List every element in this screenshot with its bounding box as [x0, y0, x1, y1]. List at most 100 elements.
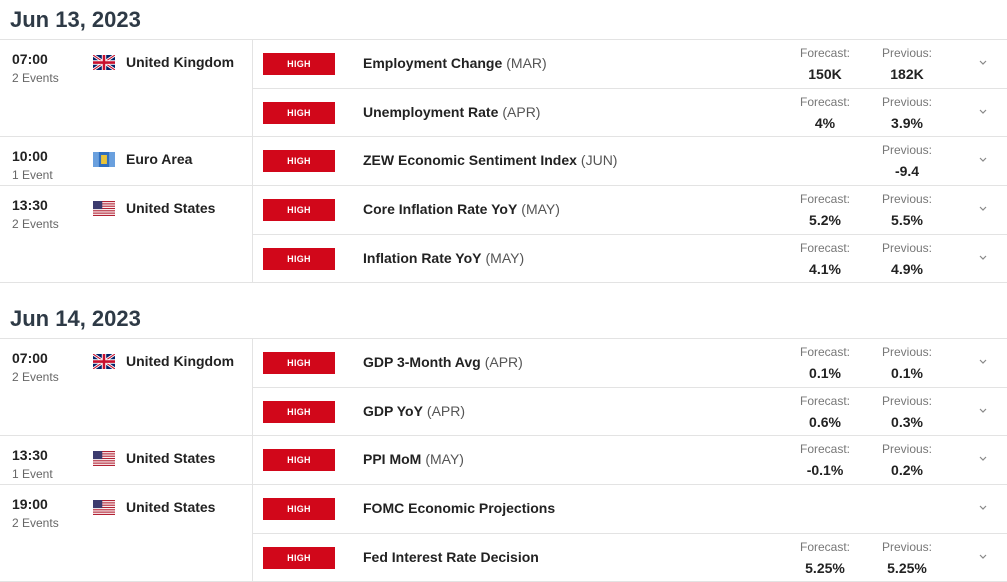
- previous-value: 3.9%: [891, 115, 923, 131]
- event-count: 2 Events: [12, 217, 59, 231]
- event-title: Inflation Rate YoY (MAY): [363, 250, 524, 266]
- event-name: Core Inflation Rate YoY: [363, 201, 518, 217]
- event-name: PPI MoM: [363, 451, 422, 467]
- previous-label: Previous:: [881, 46, 933, 60]
- previous-label: Previous:: [881, 442, 933, 456]
- chevron-down-icon[interactable]: [977, 249, 989, 267]
- event-row[interactable]: HIGH GDP YoY (APR) Forecast: 0.6% Previous: 0.…: [253, 387, 1007, 435]
- uk-flag-icon: [92, 352, 116, 371]
- day-section: Jun 13, 2023 07:00 2 Events United Kingdom H…: [0, 0, 1007, 283]
- event-time: 19:00: [12, 496, 48, 512]
- event-row[interactable]: HIGH Inflation Rate YoY (MAY) Forecast: 4.1%…: [253, 234, 1007, 282]
- event-title: Employment Change (MAR): [363, 55, 547, 71]
- impact-badge: HIGH: [263, 498, 335, 520]
- previous-value: 182K: [890, 66, 924, 82]
- event-count: 1 Event: [12, 168, 53, 182]
- date-header: Jun 14, 2023: [0, 299, 1007, 339]
- event-title: FOMC Economic Projections: [363, 500, 555, 516]
- previous-column: Previous: 182K: [862, 45, 952, 83]
- impact-badge: HIGH: [263, 53, 335, 75]
- forecast-column: Forecast: 5.25%: [780, 539, 870, 577]
- event-time: 10:00: [12, 148, 48, 164]
- previous-column: Previous: 5.25%: [862, 539, 952, 577]
- chevron-down-icon[interactable]: [977, 548, 989, 566]
- chevron-down-icon[interactable]: [977, 353, 989, 371]
- chevron-down-icon[interactable]: [977, 499, 989, 517]
- previous-value: -9.4: [894, 163, 920, 179]
- event-row[interactable]: HIGH Employment Change (MAR) Forecast: 150K P…: [253, 40, 1007, 88]
- event-title: Unemployment Rate (APR): [363, 104, 540, 120]
- forecast-column: Forecast: 4%: [780, 94, 870, 132]
- impact-badge: HIGH: [263, 449, 335, 471]
- forecast-column: Forecast: 4.1%: [780, 240, 870, 278]
- forecast-column: Forecast: 0.1%: [780, 344, 870, 382]
- chevron-down-icon[interactable]: [977, 200, 989, 218]
- chevron-down-icon[interactable]: [977, 103, 989, 121]
- forecast-column: Forecast: -0.1%: [780, 441, 870, 479]
- forecast-value: 0.6%: [809, 414, 841, 430]
- forecast-column: Forecast: 5.2%: [780, 191, 870, 229]
- previous-column: Previous: 3.9%: [862, 94, 952, 132]
- impact-badge: HIGH: [263, 102, 335, 124]
- us-flag-icon: [93, 201, 115, 216]
- forecast-value: 150K: [808, 66, 842, 82]
- forecast-value: -0.1%: [806, 462, 844, 478]
- event-row[interactable]: HIGH GDP 3-Month Avg (APR) Forecast: 0.1% Pre…: [253, 339, 1007, 387]
- forecast-label: Forecast:: [799, 442, 850, 456]
- event-list: HIGH ZEW Economic Sentiment Index (JUN) Pre…: [252, 137, 1007, 185]
- event-title: ZEW Economic Sentiment Index (JUN): [363, 152, 617, 168]
- impact-badge: HIGH: [263, 150, 335, 172]
- time-group: 13:30 1 Event United States HIGH PPI MoM (MAY…: [0, 436, 1007, 485]
- previous-value: 0.2%: [891, 462, 923, 478]
- event-time: 07:00: [12, 350, 48, 366]
- chevron-down-icon[interactable]: [977, 402, 989, 420]
- forecast-label: Forecast:: [799, 345, 850, 359]
- country-name: Euro Area: [126, 151, 193, 167]
- event-row[interactable]: HIGH FOMC Economic Projections: [253, 485, 1007, 533]
- previous-value: 5.5%: [891, 212, 923, 228]
- event-row[interactable]: HIGH Fed Interest Rate Decision Forecast: 5…: [253, 533, 1007, 581]
- previous-column: Previous: -9.4: [862, 142, 952, 180]
- event-name: GDP 3-Month Avg: [363, 354, 481, 370]
- forecast-value: 4%: [814, 115, 836, 131]
- event-name: Inflation Rate YoY: [363, 250, 482, 266]
- forecast-label: Forecast:: [799, 241, 850, 255]
- forecast-value: 0.1%: [809, 365, 841, 381]
- chevron-down-icon[interactable]: [977, 151, 989, 169]
- event-count: 2 Events: [12, 370, 59, 384]
- country-name: United States: [126, 450, 216, 466]
- event-row[interactable]: HIGH PPI MoM (MAY) Forecast: -0.1% Previous: 0…: [253, 436, 1007, 484]
- event-list: HIGH FOMC Economic Projections HIGH Fed Int…: [252, 485, 1007, 581]
- forecast-label: Forecast:: [799, 540, 850, 554]
- impact-badge: HIGH: [263, 199, 335, 221]
- event-count: 1 Event: [12, 467, 53, 481]
- impact-badge: HIGH: [263, 248, 335, 270]
- previous-label: Previous:: [881, 394, 933, 408]
- chevron-down-icon[interactable]: [977, 450, 989, 468]
- event-row[interactable]: HIGH Core Inflation Rate YoY (MAY) Forecast…: [253, 186, 1007, 234]
- impact-badge: HIGH: [263, 401, 335, 423]
- event-title: Core Inflation Rate YoY (MAY): [363, 201, 560, 217]
- event-title: GDP YoY (APR): [363, 403, 465, 419]
- country-name: United Kingdom: [126, 353, 235, 369]
- time-group: 07:00 2 Events United Kingdom HIGH Employmen…: [0, 40, 1007, 137]
- forecast-label: Forecast:: [799, 394, 850, 408]
- forecast-label: Forecast:: [799, 95, 850, 109]
- event-row[interactable]: HIGH ZEW Economic Sentiment Index (JUN) Pre…: [253, 137, 1007, 185]
- forecast-column: Forecast: 0.6%: [780, 393, 870, 431]
- forecast-value: 5.25%: [805, 560, 845, 576]
- event-name: ZEW Economic Sentiment Index: [363, 152, 577, 168]
- event-period: (MAY): [485, 250, 525, 266]
- event-list: HIGH Core Inflation Rate YoY (MAY) Forecast…: [252, 186, 1007, 282]
- time-group: 13:30 2 Events United States HIGH Core Infla…: [0, 186, 1007, 283]
- previous-column: Previous: 0.1%: [862, 344, 952, 382]
- event-period: (MAY): [425, 451, 464, 467]
- us-flag-icon: [93, 500, 115, 515]
- chevron-down-icon[interactable]: [977, 54, 989, 72]
- time-country-cell: 13:30 2 Events United States: [0, 186, 252, 282]
- event-title: GDP 3-Month Avg (APR): [363, 354, 523, 370]
- event-row[interactable]: HIGH Unemployment Rate (APR) Forecast: 4% Pre…: [253, 88, 1007, 136]
- uk-flag-icon: [92, 53, 116, 72]
- previous-value: 0.3%: [891, 414, 923, 430]
- time-group: 10:00 1 Event Euro Area HIGH ZEW Economic Se…: [0, 137, 1007, 186]
